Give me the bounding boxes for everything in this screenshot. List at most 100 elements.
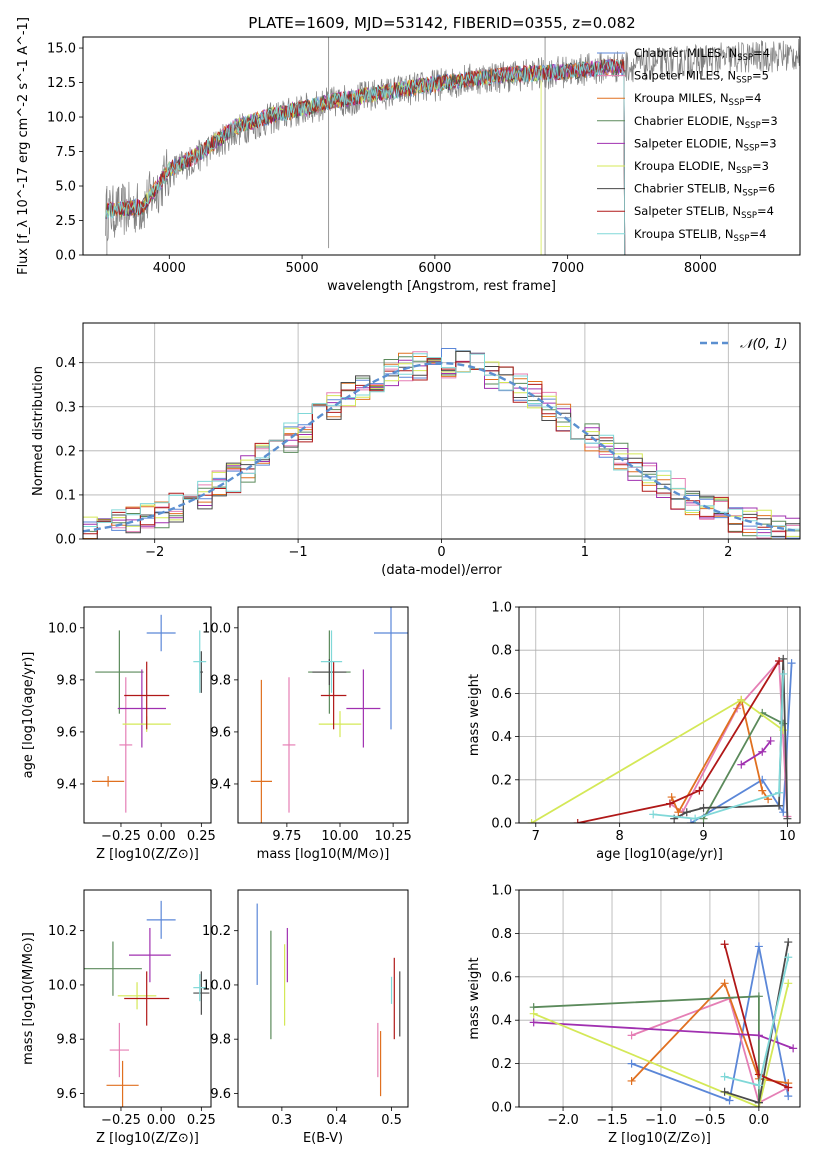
figure-title: PLATE=1609, MJD=53142, FIBERID=0355, z=0… <box>248 14 635 32</box>
weight-marker <box>779 669 788 678</box>
y-tick-label: 10.0 <box>48 978 77 993</box>
x-tick-label: −2 <box>145 545 164 560</box>
y-tick-label: 0.6 <box>491 970 512 985</box>
x-tick-label: 5000 <box>286 261 319 276</box>
spectrum-plot <box>105 37 800 255</box>
y-tick-label: 0.2 <box>55 444 76 459</box>
x-tick-label: 6000 <box>418 261 451 276</box>
y-tick-label: 0.3 <box>55 400 76 415</box>
y-tick-label: 0.0 <box>55 249 76 264</box>
weight-vs-age-plot <box>527 654 796 823</box>
y-tick-label: 0.4 <box>491 730 512 745</box>
weight-marker <box>737 760 746 769</box>
x-tick-label: 9 <box>699 829 707 844</box>
weight-marker <box>527 819 536 823</box>
weight-marker <box>627 1031 636 1040</box>
weight-marker <box>691 814 700 823</box>
weight-marker <box>754 942 763 951</box>
x-tick-label: 10.00 <box>321 829 358 844</box>
x-tick-label: −1.0 <box>645 1113 677 1128</box>
mass-vs-ebv-plot <box>256 903 401 1097</box>
x-tick-label: 0.4 <box>326 1113 347 1128</box>
y-tick-label: 10.2 <box>202 924 231 939</box>
spectrum-model-line <box>105 64 542 255</box>
x-axis-label: (data-model)/error <box>381 563 502 578</box>
y-tick-label: 0.4 <box>55 356 76 371</box>
weight-marker <box>699 803 708 812</box>
weight-marker <box>627 1076 636 1085</box>
spectrum-legend: Chabrier MILES, NSSP=4 Salpeter MILES, NS… <box>597 46 778 244</box>
x-tick-label: −2.0 <box>547 1113 579 1128</box>
weight-marker <box>754 1081 763 1090</box>
weight-vs-age-frame <box>518 606 801 824</box>
residuals-plot <box>83 348 800 539</box>
weight-line <box>673 658 789 820</box>
mass-vs-Z-plot <box>84 900 210 1107</box>
age-vs-Z-axes: −0.25 0.00 0.25 9.4 9.6 9.8 10.0 Z [log10(Z/Z⊙)… <box>21 621 216 862</box>
legend-entry: Salpeter ELODIE, NSSP=3 <box>634 136 777 153</box>
weight-marker <box>758 786 767 795</box>
spectrum-axes: 4000 5000 6000 7000 8000 0.0 2.5 5.0 7.5 10.0 12.5… <box>16 17 717 294</box>
age-vs-Z-frame <box>83 606 212 824</box>
y-tick-label: 10.0 <box>48 621 77 636</box>
normal-curve <box>83 361 798 533</box>
weight-marker <box>737 695 746 704</box>
weight-marker <box>784 1092 793 1101</box>
y-tick-label: 0.8 <box>491 927 512 942</box>
weight-line <box>631 997 789 1105</box>
weight-line <box>653 673 785 820</box>
mass-vs-Z-frame <box>83 889 212 1108</box>
y-tick-label: 9.4 <box>210 777 231 792</box>
weight-marker <box>754 992 763 1001</box>
x-tick-label: −0.5 <box>694 1113 726 1128</box>
weight-marker <box>766 736 775 745</box>
age-vs-mass-frame <box>237 606 409 824</box>
y-tick-label: 9.6 <box>210 725 231 740</box>
y-tick-label: 9.6 <box>56 725 77 740</box>
x-tick-label: −0.25 <box>101 829 141 844</box>
weight-line <box>533 1021 794 1050</box>
weight-marker <box>720 940 729 949</box>
weight-marker <box>720 1087 729 1096</box>
y-tick-label: 10.0 <box>47 111 76 126</box>
y-tick-label: 9.6 <box>210 1087 231 1102</box>
x-tick-label: 0.0 <box>749 1113 770 1128</box>
x-tick-label: 9.75 <box>272 829 301 844</box>
weight-marker <box>754 1098 763 1107</box>
legend-entry: Chabrier STELIB, NSSP=6 <box>634 182 775 199</box>
weight-marker <box>627 1059 636 1068</box>
y-tick-label: 12.5 <box>47 76 76 91</box>
x-tick-label: 4000 <box>153 261 186 276</box>
y-tick-label: 0.6 <box>491 687 512 702</box>
weight-line <box>533 983 790 1107</box>
weight-marker <box>775 657 784 665</box>
weight-line <box>669 658 789 817</box>
y-tick-label: 2.5 <box>55 214 76 229</box>
x-tick-label: −1 <box>289 545 308 560</box>
weight-marker <box>779 654 788 663</box>
mass-vs-ebv-frame <box>237 889 409 1108</box>
y-tick-label: 1.0 <box>491 601 512 616</box>
y-tick-label: 9.4 <box>56 777 77 792</box>
weight-marker <box>695 786 704 795</box>
weight-marker <box>725 1096 734 1105</box>
x-tick-label: 0 <box>437 545 445 560</box>
legend-entry: Salpeter STELIB, NSSP=4 <box>634 204 774 221</box>
y-tick-label: 0.0 <box>55 533 76 548</box>
y-tick-label: 7.5 <box>55 145 76 160</box>
y-tick-label: 0.4 <box>491 1014 512 1029</box>
y-tick-label: 10.0 <box>202 621 231 636</box>
weight-marker <box>667 793 676 802</box>
y-tick-label: 0.0 <box>491 817 512 832</box>
x-tick-label: 8 <box>616 829 624 844</box>
weight-marker <box>784 979 793 988</box>
residual-legend: 𝒩(0, 1) <box>700 337 787 352</box>
weight-marker <box>686 819 695 823</box>
legend-entry: Chabrier ELODIE, NSSP=3 <box>634 114 778 131</box>
y-tick-label: 0.8 <box>491 644 512 659</box>
x-tick-label: 7000 <box>551 261 584 276</box>
x-tick-label: 10 <box>779 829 796 844</box>
spectrum-model-line <box>105 59 626 255</box>
x-tick-label: 1 <box>581 545 589 560</box>
weight-marker <box>784 1083 793 1092</box>
